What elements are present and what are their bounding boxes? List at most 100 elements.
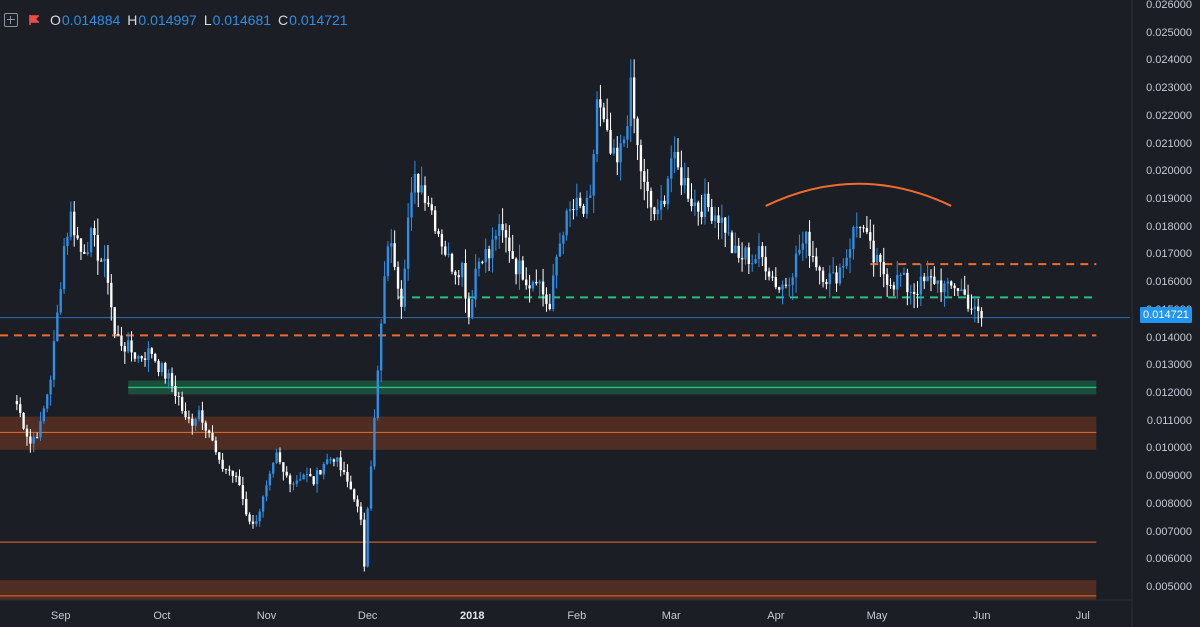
- candle-body: [939, 280, 943, 293]
- candle-body: [781, 284, 784, 290]
- candle-body: [241, 484, 245, 499]
- candle-body: [116, 333, 120, 336]
- candle-body: [420, 185, 423, 193]
- candle-body: [464, 262, 467, 299]
- candle-body: [406, 217, 410, 269]
- candle-body: [963, 289, 966, 295]
- candle-body: [66, 236, 69, 247]
- x-tick-label: Apr: [767, 610, 785, 622]
- candle-body: [892, 285, 896, 290]
- candle-body: [686, 178, 690, 199]
- candle-body: [754, 258, 757, 264]
- candle-body: [568, 209, 572, 211]
- x-tick-label: Jun: [972, 610, 991, 622]
- y-tick-label: 0.018000: [1146, 220, 1192, 233]
- candle-body: [798, 249, 801, 254]
- y-tick-label: 0.019000: [1146, 193, 1192, 205]
- candle-body: [228, 469, 231, 471]
- candle-body: [484, 248, 487, 263]
- candle-body: [174, 386, 177, 397]
- candle-body: [838, 267, 842, 284]
- last-price-tag: 0.014721: [1140, 307, 1192, 323]
- expand-icon[interactable]: [4, 13, 18, 27]
- candle-body: [848, 249, 852, 258]
- candle-body: [791, 277, 794, 285]
- candle-body: [616, 147, 619, 163]
- candle-body: [960, 289, 963, 291]
- brown-zone-mid: [0, 416, 1097, 450]
- candle-body: [632, 77, 636, 119]
- candle-body: [386, 246, 390, 277]
- candle-body: [346, 471, 349, 482]
- candle-body: [980, 310, 983, 319]
- candle-body: [251, 521, 255, 524]
- candle-body: [474, 268, 477, 300]
- candle-body: [545, 294, 548, 304]
- candle-body: [525, 279, 528, 286]
- candle-body: [447, 253, 450, 255]
- candle-body: [636, 118, 639, 146]
- candle-body: [211, 432, 214, 441]
- candle-body: [737, 245, 740, 258]
- candle-body: [309, 474, 312, 477]
- candle-body: [187, 417, 191, 419]
- candle-body: [19, 404, 22, 413]
- candle-body: [592, 154, 595, 196]
- candle-body: [562, 235, 565, 244]
- candle-body: [498, 224, 501, 236]
- candle-body: [454, 271, 457, 276]
- candle-body: [231, 470, 234, 476]
- candle-body: [177, 396, 180, 398]
- candle-body: [518, 260, 521, 275]
- candle-body: [919, 276, 923, 295]
- candle-body: [896, 274, 899, 290]
- y-tick-label: 0.009000: [1146, 470, 1192, 483]
- candle-body: [29, 436, 32, 444]
- candle-body: [302, 474, 305, 480]
- candle-body: [720, 217, 724, 223]
- candle-body: [872, 240, 875, 263]
- candle-body: [376, 370, 379, 418]
- candle-body: [207, 430, 211, 433]
- candle-body: [973, 306, 977, 310]
- candle-body: [258, 511, 261, 522]
- x-tick-label: Sep: [50, 610, 71, 622]
- candle-body: [528, 285, 531, 289]
- candle-body: [299, 479, 302, 481]
- candle-body: [835, 272, 838, 284]
- candle-body: [383, 276, 386, 324]
- x-tick-label: Nov: [256, 610, 277, 622]
- candle-body: [359, 506, 363, 520]
- candle-body: [214, 440, 218, 453]
- candle-body: [865, 228, 869, 233]
- candle-body: [521, 260, 525, 280]
- candle-body: [69, 211, 73, 237]
- candle-body: [943, 283, 946, 293]
- candle-body: [403, 268, 406, 307]
- candle-body: [730, 232, 734, 254]
- candle-body: [585, 197, 589, 214]
- candle-body: [204, 422, 207, 431]
- candle-body: [683, 178, 686, 186]
- candle-body: [862, 227, 865, 229]
- candle-body: [902, 272, 906, 275]
- candle-body: [595, 99, 599, 155]
- brown-zone-bottom: [0, 580, 1097, 600]
- y-tick-label: 0.022000: [1146, 109, 1192, 122]
- open-value: O 0.014884: [50, 12, 121, 28]
- candle-body: [352, 489, 356, 500]
- candle-body: [926, 276, 929, 282]
- candle-body: [946, 281, 950, 284]
- candle-body: [747, 247, 751, 264]
- candle-body: [49, 379, 52, 395]
- candle-body: [538, 281, 541, 284]
- candle-body: [349, 481, 352, 490]
- candle-body: [275, 452, 278, 463]
- candle-body: [201, 410, 204, 423]
- candle-body: [167, 373, 170, 379]
- candle-body: [342, 470, 346, 472]
- flag-icon[interactable]: [29, 15, 39, 25]
- candle-body: [717, 215, 720, 223]
- candle-body: [727, 232, 730, 234]
